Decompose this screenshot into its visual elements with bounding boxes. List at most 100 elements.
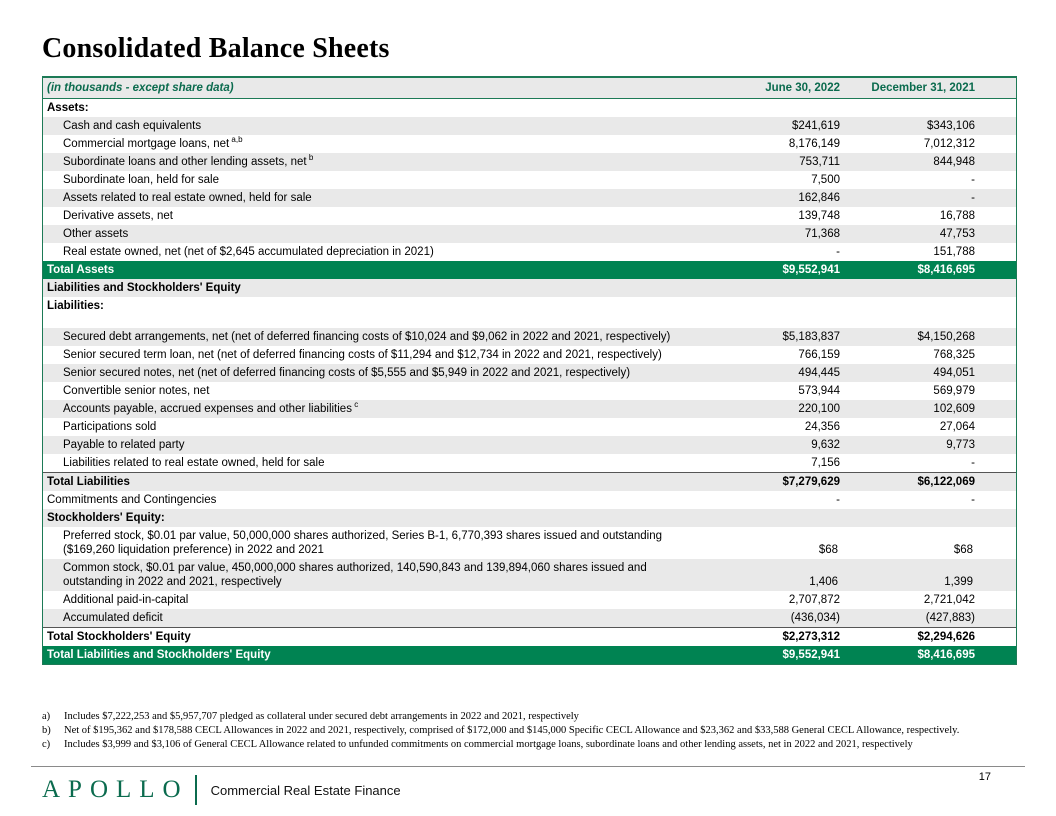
value-jun-30-2022: $9,552,941 (782, 264, 840, 276)
row-label: Total Assets (47, 264, 115, 276)
value-jun-30-2022: 139,748 (798, 210, 840, 222)
value-jun-30-2022: $7,279,629 (782, 476, 840, 488)
balance-sheet-table: (in thousands - except share data) June … (42, 76, 1017, 665)
row-label: Common stock, $0.01 par value, 450,000,0… (63, 562, 647, 588)
table-row: Preferred stock, $0.01 par value, 50,000… (43, 527, 1016, 559)
row-label: Payable to related party (63, 439, 185, 451)
row-label: Senior secured term loan, net (net of de… (63, 349, 662, 361)
row-label: Preferred stock, $0.01 par value, 50,000… (63, 530, 663, 556)
table-header-row: (in thousands - except share data) June … (43, 78, 1016, 99)
row-label: Assets related to real estate owned, hel… (63, 192, 312, 204)
row-label: Subordinate loan, held for sale (63, 174, 219, 186)
footnote-ref: a,b (229, 135, 243, 145)
value-dec-31-2021: - (971, 174, 975, 186)
table-row: Derivative assets, net 139,748 16,788 (43, 207, 1016, 225)
value-jun-30-2022: 7,500 (811, 174, 840, 186)
row-label: Derivative assets, net (63, 210, 173, 222)
row-label: Liabilities: (47, 300, 104, 312)
footnote: a) Includes $7,222,253 and $5,957,707 ple… (42, 710, 1022, 723)
row-label: Liabilities and Stockholders' Equity (47, 282, 241, 294)
column-header-2021: December 31, 2021 (871, 82, 975, 94)
footnote-ref: c (351, 400, 359, 410)
value-dec-31-2021: 768,325 (933, 349, 975, 361)
value-jun-30-2022: $9,552,941 (782, 649, 840, 661)
value-jun-30-2022: 8,176,149 (788, 138, 840, 150)
footnote: c) Includes $3,999 and $3,106 of General … (42, 738, 1022, 751)
table-row: Real estate owned, net (net of $2,645 ac… (43, 243, 1016, 261)
value-dec-31-2021: 569,979 (933, 385, 975, 397)
value-dec-31-2021: $8,416,695 (917, 649, 975, 661)
value-jun-30-2022: $2,273,312 (782, 631, 840, 643)
value-jun-30-2022: 766,159 (798, 349, 840, 361)
value-dec-31-2021: (427,883) (925, 612, 975, 624)
value-dec-31-2021: 2,721,042 (923, 594, 975, 606)
table-row: Subordinate loans and other lending asse… (43, 153, 1016, 171)
table-row: Total Assets $9,552,941 $8,416,695 (43, 261, 1016, 279)
row-label: Convertible senior notes, net (63, 385, 210, 397)
table-row: Other assets 71,368 47,753 (43, 225, 1016, 243)
table-row: Total Stockholders' Equity $2,273,312 $2,2… (43, 627, 1016, 646)
footer: 17 APOLLO Commercial Real Estate Finance (31, 766, 1025, 808)
value-jun-30-2022 (705, 523, 840, 527)
table-row: Stockholders' Equity: (43, 509, 1016, 527)
row-label: Cash and cash equivalents (63, 120, 202, 132)
row-label: Additional paid-in-capital (63, 594, 189, 606)
row-label: Participations sold (63, 421, 157, 433)
row-label: Total Liabilities (47, 476, 130, 488)
table-row (43, 315, 1016, 328)
table-row: Convertible senior notes, net 573,944 569,… (43, 382, 1016, 400)
value-jun-30-2022: 162,846 (798, 192, 840, 204)
value-dec-31-2021: - (971, 192, 975, 204)
table-row: Participations sold 24,356 27,064 (43, 418, 1016, 436)
value-dec-31-2021: $6,122,069 (917, 476, 975, 488)
value-jun-30-2022: $68 (818, 544, 838, 556)
value-dec-31-2021: 844,948 (933, 156, 975, 168)
value-dec-31-2021: 27,064 (939, 421, 975, 433)
row-label: Assets: (47, 102, 89, 114)
footnote-text: Includes $7,222,253 and $5,957,707 pledg… (64, 711, 579, 722)
value-jun-30-2022 (705, 293, 840, 297)
value-jun-30-2022: 1,406 (809, 576, 838, 588)
value-jun-30-2022 (705, 311, 840, 315)
value-jun-30-2022: $5,183,837 (782, 331, 840, 343)
value-dec-31-2021: 494,051 (933, 367, 975, 379)
table-row: Accumulated deficit (436,034) (427,883) (43, 609, 1016, 627)
value-dec-31-2021: $343,106 (927, 120, 975, 132)
table-row: Common stock, $0.01 par value, 450,000,0… (43, 559, 1016, 591)
row-label: Liabilities related to real estate owned… (63, 457, 325, 469)
value-dec-31-2021: $2,294,626 (917, 631, 975, 643)
row-label: Secured debt arrangements, net (net of d… (63, 331, 671, 343)
row-label: Accounts payable, accrued expenses and o… (63, 400, 359, 415)
value-dec-31-2021: 151,788 (933, 246, 975, 258)
value-dec-31-2021: $8,416,695 (917, 264, 975, 276)
value-dec-31-2021: - (971, 457, 975, 469)
value-dec-31-2021 (840, 311, 1016, 315)
row-label: Stockholders' Equity: (47, 512, 165, 524)
row-label: Other assets (63, 228, 129, 240)
value-dec-31-2021: - (971, 494, 975, 506)
footer-divider (194, 775, 197, 805)
value-jun-30-2022: 24,356 (804, 421, 840, 433)
table-row: Secured debt arrangements, net (net of d… (43, 328, 1016, 346)
table-row: Liabilities and Stockholders' Equity (43, 279, 1016, 297)
value-jun-30-2022: 494,445 (798, 367, 840, 379)
table-row: Cash and cash equivalents $241,619 $343,10… (43, 117, 1016, 135)
table-row: Liabilities related to real estate owned… (43, 454, 1016, 472)
footnotes-list: a) Includes $7,222,253 and $5,957,707 ple… (42, 710, 1022, 752)
table-row: Senior secured term loan, net (net of de… (43, 346, 1016, 364)
value-jun-30-2022: $241,619 (792, 120, 840, 132)
page-title: Consolidated Balance Sheets (42, 33, 390, 64)
footnote-marker: a) (42, 711, 51, 722)
value-dec-31-2021: 47,753 (939, 228, 975, 240)
value-jun-30-2022: - (836, 494, 840, 506)
value-jun-30-2022: 71,368 (804, 228, 840, 240)
table-row: Liabilities: (43, 297, 1016, 315)
value-jun-30-2022: 220,100 (798, 403, 840, 415)
value-dec-31-2021: 102,609 (933, 403, 975, 415)
row-label: Commercial mortgage loans, net a,b (63, 135, 243, 150)
table-row: Accounts payable, accrued expenses and o… (43, 400, 1016, 418)
row-label: Total Liabilities and Stockholders' Equi… (47, 649, 271, 661)
value-dec-31-2021: 9,773 (946, 439, 975, 451)
table-caption: (in thousands - except share data) (47, 82, 234, 94)
table-row: Additional paid-in-capital 2,707,872 2,721… (43, 591, 1016, 609)
